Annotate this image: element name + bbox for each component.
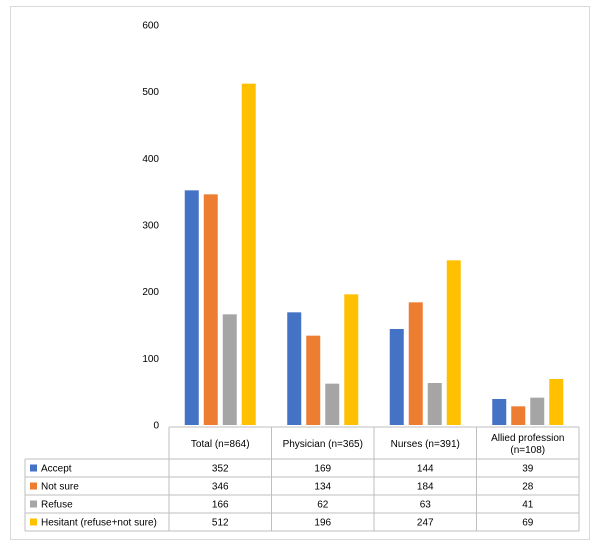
y-axis: 0 100 200 300 400 500 600	[142, 21, 159, 432]
bar-refuse-3	[530, 397, 545, 425]
category-label: Nurses (n=391)	[391, 439, 460, 450]
table-cell-value: 144	[417, 464, 434, 475]
bar-hesitant-refuse-not-sure--0	[241, 83, 256, 426]
table-cell-value: 247	[417, 518, 434, 529]
bar-hesitant-refuse-not-sure--2	[446, 260, 461, 425]
chart-frame: 0 100 200 300 400 500 600 Total (n=864) Physici…	[10, 6, 590, 540]
bar-not-sure-2	[408, 302, 423, 425]
bar-accept-2	[389, 329, 404, 425]
bar-not-sure-0	[203, 194, 218, 425]
table-cell-value: 169	[314, 464, 331, 475]
table-cell-value: 39	[522, 464, 534, 475]
y-tick-label: 500	[142, 87, 159, 98]
table-cell-value: 63	[420, 500, 432, 511]
y-tick-label: 200	[142, 287, 159, 298]
y-tick-label: 300	[142, 221, 159, 232]
bar-not-sure-3	[511, 406, 526, 425]
y-tick-label: 400	[142, 154, 159, 165]
legend-key-3	[30, 518, 37, 526]
table-cell-value: 196	[314, 518, 331, 529]
series-name: Accept	[41, 464, 72, 475]
y-tick-label: 600	[142, 21, 159, 32]
table-cell-value: 184	[417, 482, 434, 493]
bar-not-sure-1	[306, 335, 321, 425]
bar-refuse-1	[325, 383, 340, 425]
table-cell-value: 512	[212, 518, 229, 529]
legend-key-2	[30, 500, 37, 508]
data-table: Total (n=864) Physician (n=365) Nurses (n=…	[24, 426, 580, 532]
category-label-line: (n=108)	[510, 445, 545, 456]
bar-hesitant-refuse-not-sure--1	[344, 294, 359, 425]
series-name: Not sure	[41, 482, 79, 493]
bar-refuse-0	[222, 314, 237, 425]
table-cell-value: 62	[317, 500, 329, 511]
series-name: Hesitant (refuse+not sure)	[41, 518, 157, 529]
bar-chart: 0 100 200 300 400 500 600 Total (n=864) Physici…	[24, 21, 580, 532]
category-label: Allied profession (n=108)	[491, 433, 564, 456]
bars	[184, 83, 564, 426]
y-tick-label: 0	[153, 421, 159, 432]
table-cell-value: 28	[522, 482, 534, 493]
series-name: Refuse	[41, 500, 73, 511]
table-cell-value: 346	[212, 482, 229, 493]
bar-accept-1	[287, 312, 302, 425]
bar-accept-3	[492, 399, 507, 425]
table-cell-value: 166	[212, 500, 229, 511]
category-label: Total (n=864)	[191, 439, 250, 450]
bar-refuse-2	[427, 383, 442, 425]
table-cell-value: 134	[314, 482, 331, 493]
bar-hesitant-refuse-not-sure--3	[549, 379, 564, 425]
category-label-line: Allied profession	[491, 433, 564, 444]
legend-key-1	[30, 482, 37, 490]
table-cell-value: 352	[212, 464, 229, 475]
table-cell-value: 69	[522, 518, 534, 529]
y-tick-label: 100	[142, 354, 159, 365]
legend-key-0	[30, 464, 37, 472]
table-cell-value: 41	[522, 500, 534, 511]
category-label: Physician (n=365)	[283, 439, 363, 450]
bar-accept-0	[184, 190, 199, 425]
